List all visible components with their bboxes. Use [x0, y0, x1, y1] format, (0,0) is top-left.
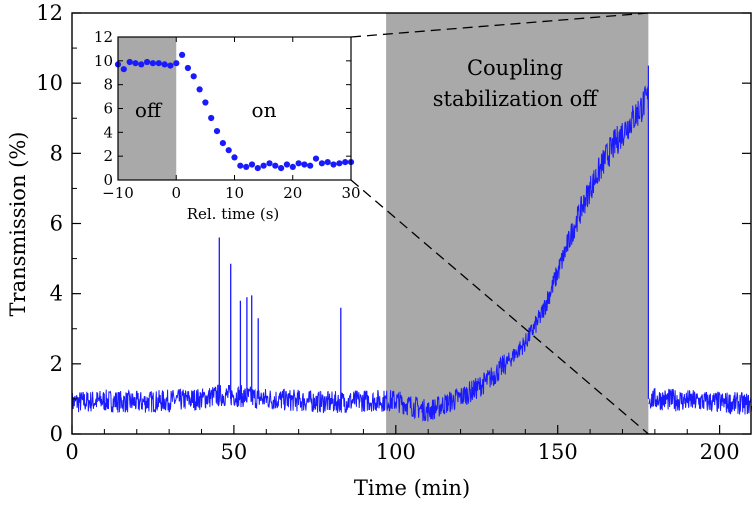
main-series — [71, 65, 752, 422]
inset-x-axis-label: Rel. time (s) — [187, 205, 280, 223]
inset-data-point — [307, 162, 314, 169]
x-tick-label: 200 — [700, 440, 740, 464]
x-tick-label: 50 — [221, 440, 248, 464]
inset-data-point — [289, 163, 296, 170]
inset-data-point — [184, 64, 191, 72]
y-tick-label: 2 — [50, 352, 63, 376]
inset-data-point — [231, 154, 238, 161]
y-tick-label: 10 — [36, 71, 63, 95]
inset-data-point — [219, 140, 226, 147]
inset-data-point — [330, 161, 337, 168]
transmission-trace-stabilized — [71, 85, 649, 422]
zoom-line-top — [350, 12, 649, 38]
inset-data-point — [138, 61, 145, 68]
inset-data-point — [243, 163, 250, 170]
x-tick-label: 100 — [376, 440, 416, 464]
transmission-spikes — [218, 237, 342, 399]
inset-data-point — [225, 147, 232, 154]
inset-data-point — [190, 73, 197, 80]
inset-y-tick-label: 2 — [103, 147, 113, 165]
inset-data-point — [342, 159, 349, 166]
inset-data-point — [126, 58, 133, 66]
inset-data-point — [202, 99, 209, 106]
inset-data-point — [120, 66, 127, 73]
inset-zoom-lines — [350, 12, 649, 435]
inset-data-point — [196, 86, 203, 93]
inset-data-point — [132, 60, 139, 67]
inset-data-point — [167, 62, 174, 69]
inset-data-point — [208, 114, 215, 122]
inset-data-point — [254, 165, 261, 172]
inset-data-point — [283, 161, 290, 168]
inset-data-point — [266, 160, 273, 167]
inset-data-point — [272, 162, 279, 169]
inset-data-point — [161, 61, 168, 68]
main-y-axis-label: Transmission (%) — [6, 132, 30, 317]
inset-points — [114, 51, 355, 172]
inset-data-point — [173, 60, 180, 67]
shaded-region-label-line-2: stabilization off — [433, 87, 600, 111]
x-tick-label: 0 — [65, 440, 78, 464]
inset-data-point — [179, 51, 186, 59]
inset-y-tick-label: 4 — [103, 123, 113, 141]
inset-data-point — [237, 162, 244, 169]
shaded-region-label-line-1: Coupling — [467, 56, 563, 80]
inset-x-tick-label: 30 — [341, 184, 360, 202]
inset-data-point — [248, 161, 256, 168]
inset-data-point — [295, 160, 302, 167]
inset-data-point — [278, 165, 285, 172]
y-tick-label: 6 — [50, 212, 63, 236]
y-tick-label: 0 — [50, 422, 63, 446]
transmission-trace-after — [648, 387, 752, 415]
zoom-line-bottom — [350, 179, 649, 435]
x-tick-label: 150 — [538, 440, 578, 464]
inset-data-point — [336, 160, 343, 167]
inset-x-tick-label: −10 — [102, 184, 134, 202]
inset-x-tick-label: 10 — [225, 184, 244, 202]
inset-x-tick-label: 0 — [171, 184, 181, 202]
inset-data-point — [144, 58, 151, 66]
inset-region-label-off: off — [135, 98, 163, 122]
main-plot: Coupling stabilization off 0 50 100 150 2000… — [6, 1, 752, 500]
inset-data-point — [301, 161, 308, 168]
inset-region-label-on: on — [252, 98, 277, 122]
inset-data-point — [312, 155, 320, 162]
inset-data-point — [318, 160, 325, 167]
y-tick-label: 12 — [36, 1, 63, 25]
inset-data-point — [213, 128, 221, 135]
main-shaded-region — [386, 13, 649, 434]
main-x-axis-label: Time (min) — [354, 476, 470, 500]
y-tick-label: 4 — [50, 282, 63, 306]
inset-x-tick-label: 20 — [283, 184, 302, 202]
inset-y-tick-label: 6 — [103, 100, 113, 118]
inset-y-tick-label: 12 — [94, 28, 113, 46]
inset-y-tick-label: 8 — [103, 76, 113, 94]
inset-data-point — [324, 159, 331, 166]
inset-y-tick-label: 0 — [103, 171, 113, 189]
inset-y-tick-label: 10 — [94, 52, 113, 70]
y-tick-label: 8 — [50, 141, 63, 165]
inset-data-point — [149, 60, 156, 67]
inset-data-point — [155, 60, 162, 67]
inset-data-point — [260, 162, 267, 169]
